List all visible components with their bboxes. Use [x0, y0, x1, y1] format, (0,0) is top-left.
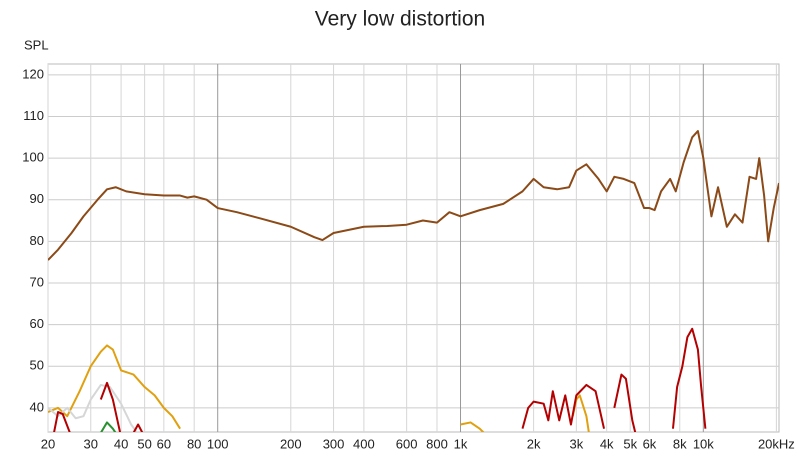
x-tick-label: 800 — [426, 436, 448, 451]
series-line — [53, 327, 707, 432]
x-tick-label: 4k — [600, 436, 614, 451]
grid — [47, 64, 779, 432]
y-tick-label: 70 — [30, 274, 44, 289]
x-tick-label: 400 — [353, 436, 375, 451]
x-tick-label: 100 — [207, 436, 229, 451]
series-line — [100, 421, 117, 432]
x-tick-label: 10k — [693, 436, 714, 451]
x-tick-label: 20 — [41, 436, 55, 451]
y-tick-label: 90 — [30, 191, 44, 206]
x-tick-label: 600 — [396, 436, 418, 451]
x-tick-label: 30 — [84, 436, 98, 451]
x-tick-label: 5k — [623, 436, 637, 451]
plot-area — [47, 63, 780, 433]
y-tick-label: 50 — [30, 358, 44, 373]
y-tick-label: 60 — [30, 316, 44, 331]
x-tick-label: 20kHz — [758, 436, 795, 451]
y-tick-label: 110 — [23, 108, 44, 123]
y-tick-label: 40 — [30, 399, 44, 414]
x-tick-label: 200 — [280, 436, 302, 451]
x-tick-label: 2k — [527, 436, 541, 451]
x-tick-label: 60 — [157, 436, 171, 451]
x-tick-label: 6k — [643, 436, 657, 451]
x-tick-label: 80 — [187, 436, 201, 451]
y-tick-label: 120 — [22, 66, 44, 81]
x-tick-label: 300 — [323, 436, 345, 451]
x-tick-label: 40 — [114, 436, 128, 451]
series-line — [48, 130, 779, 261]
x-tick-label: 1k — [454, 436, 468, 451]
chart-title: Very low distortion — [315, 8, 485, 31]
x-tick-label: 8k — [673, 436, 687, 451]
series-line — [48, 383, 138, 432]
x-tick-label: 50 — [137, 436, 151, 451]
x-tick-label: 3k — [569, 436, 583, 451]
series-group — [48, 130, 779, 432]
y-axis-label: SPL — [24, 37, 49, 52]
y-tick-label: 80 — [30, 233, 44, 248]
y-tick-label: 100 — [22, 150, 44, 165]
